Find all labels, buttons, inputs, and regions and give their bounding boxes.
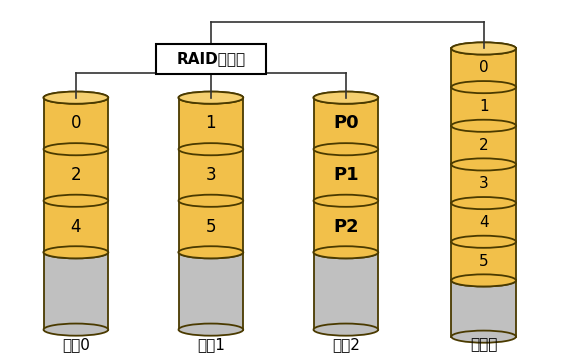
Bar <box>178 252 243 330</box>
Ellipse shape <box>44 195 108 207</box>
Bar <box>178 149 243 201</box>
Ellipse shape <box>452 197 516 209</box>
Bar <box>156 44 266 74</box>
Bar <box>44 252 108 330</box>
Ellipse shape <box>178 92 243 104</box>
Ellipse shape <box>44 323 108 336</box>
Text: 0: 0 <box>479 60 488 75</box>
Bar <box>178 201 243 252</box>
Ellipse shape <box>452 275 516 286</box>
Bar <box>44 149 108 201</box>
Bar <box>314 201 378 252</box>
Text: P0: P0 <box>333 115 358 132</box>
Ellipse shape <box>178 323 243 336</box>
Bar <box>314 149 378 201</box>
Text: 5: 5 <box>479 253 488 268</box>
Text: 3: 3 <box>479 176 488 191</box>
Ellipse shape <box>452 159 516 171</box>
Bar <box>452 203 516 242</box>
Text: 0: 0 <box>70 115 81 132</box>
Ellipse shape <box>44 246 108 258</box>
Ellipse shape <box>314 92 378 104</box>
Text: RAID控制器: RAID控制器 <box>176 51 245 66</box>
Ellipse shape <box>44 246 108 258</box>
Text: 物礆0: 物礆0 <box>62 337 90 352</box>
Bar <box>452 165 516 203</box>
Bar <box>452 280 516 337</box>
Ellipse shape <box>314 195 378 207</box>
Bar <box>44 98 108 149</box>
Bar <box>314 252 378 330</box>
Ellipse shape <box>178 246 243 258</box>
Ellipse shape <box>314 92 378 104</box>
Ellipse shape <box>314 246 378 258</box>
Text: 1: 1 <box>479 99 488 114</box>
Ellipse shape <box>452 42 516 55</box>
Ellipse shape <box>452 42 516 55</box>
Ellipse shape <box>44 143 108 155</box>
Text: 1: 1 <box>206 115 216 132</box>
Ellipse shape <box>452 120 516 132</box>
Bar <box>452 87 516 126</box>
Ellipse shape <box>314 143 378 155</box>
Ellipse shape <box>44 92 108 104</box>
Text: 物礆1: 物礆1 <box>197 337 225 352</box>
Bar <box>452 49 516 87</box>
Bar <box>452 242 516 280</box>
Ellipse shape <box>452 236 516 248</box>
Text: P2: P2 <box>333 217 358 236</box>
Text: 4: 4 <box>70 217 81 236</box>
Bar <box>314 98 378 149</box>
Ellipse shape <box>452 81 516 93</box>
Ellipse shape <box>452 275 516 286</box>
Bar <box>452 126 516 165</box>
Bar <box>44 201 108 252</box>
Ellipse shape <box>178 246 243 258</box>
Text: 5: 5 <box>206 217 216 236</box>
Ellipse shape <box>314 323 378 336</box>
Text: 2: 2 <box>479 137 488 152</box>
Ellipse shape <box>44 92 108 104</box>
Ellipse shape <box>178 195 243 207</box>
Bar <box>178 98 243 149</box>
Text: 物礆2: 物礆2 <box>332 337 360 352</box>
Ellipse shape <box>452 331 516 343</box>
Ellipse shape <box>178 143 243 155</box>
Text: P1: P1 <box>333 166 358 184</box>
Text: 逻辑盘: 逻辑盘 <box>470 337 498 352</box>
Ellipse shape <box>178 92 243 104</box>
Text: 2: 2 <box>70 166 81 184</box>
Ellipse shape <box>314 246 378 258</box>
Text: 4: 4 <box>479 215 488 230</box>
Text: 3: 3 <box>206 166 216 184</box>
